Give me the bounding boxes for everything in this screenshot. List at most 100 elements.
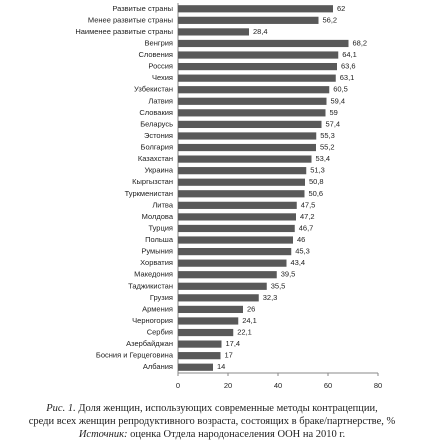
category-label: Казахстан xyxy=(138,154,173,163)
value-label: 59 xyxy=(330,108,338,117)
category-label: Кыргызстан xyxy=(132,177,173,186)
caption-line: среди всех женщин репродуктивного возрас… xyxy=(0,416,424,427)
category-label: Беларусь xyxy=(140,119,173,128)
value-label: 55,2 xyxy=(320,143,335,152)
category-label: Наименее развитые страны xyxy=(75,27,173,36)
caption-text: среди всех женщин репродуктивного возрас… xyxy=(28,416,396,427)
bar xyxy=(178,86,330,94)
value-label: 14 xyxy=(217,362,225,371)
value-label: 63,6 xyxy=(341,62,356,71)
category-label: Словения xyxy=(138,50,173,59)
bar xyxy=(178,51,339,59)
bar xyxy=(178,132,317,140)
bar xyxy=(178,28,249,36)
value-label: 55,3 xyxy=(320,131,335,140)
figure-label: Рис. 1. xyxy=(46,403,76,414)
bar xyxy=(178,120,322,129)
source-text: оценка Отдела народонаселения ООН на 201… xyxy=(130,429,346,440)
category-label: Эстония xyxy=(144,131,173,140)
category-label: Туркменистан xyxy=(125,189,173,198)
value-label: 62 xyxy=(337,4,345,13)
category-label: Развитые страны xyxy=(112,4,173,13)
category-label: Хорватия xyxy=(140,258,173,267)
bar xyxy=(178,178,305,186)
category-label: Молдова xyxy=(142,212,174,221)
category-label: Таджикистан xyxy=(128,281,173,290)
value-label: 57,4 xyxy=(326,119,341,128)
category-label: Турция xyxy=(148,223,173,232)
value-label: 51,3 xyxy=(310,166,325,175)
bar xyxy=(178,328,234,337)
caption-line: Рис. 1. Доля женщин, использующих соврем… xyxy=(0,403,424,414)
category-label: Армения xyxy=(142,304,173,313)
value-label: 64,1 xyxy=(342,50,357,59)
value-label: 45,3 xyxy=(295,247,310,256)
source-label: Источник: xyxy=(78,429,128,440)
category-label: Сербия xyxy=(147,328,173,337)
bar xyxy=(178,5,333,13)
bar xyxy=(178,259,287,267)
bar xyxy=(178,305,243,314)
bar xyxy=(178,340,222,348)
category-label: Латвия xyxy=(148,96,173,105)
x-tick-label: 80 xyxy=(374,381,382,390)
category-label: Украина xyxy=(144,166,173,175)
category-label: Румыния xyxy=(141,247,173,256)
category-label: Венгрия xyxy=(145,38,173,47)
bar xyxy=(178,155,312,163)
category-label: Польша xyxy=(145,235,174,244)
x-tick-label: 0 xyxy=(176,381,180,390)
bar xyxy=(178,39,349,48)
value-label: 43,4 xyxy=(291,258,306,267)
bar xyxy=(178,294,259,302)
value-label: 56,2 xyxy=(323,15,338,24)
x-tick-label: 20 xyxy=(224,381,232,390)
bar xyxy=(178,213,296,221)
x-tick-label: 60 xyxy=(324,381,332,390)
category-label: Россия xyxy=(148,62,173,71)
value-label: 47,5 xyxy=(301,200,316,209)
bar xyxy=(178,236,293,244)
chart: 0 20 40 60 80 Развитые страны 62 Менее развитые… xyxy=(75,3,382,390)
bar xyxy=(178,190,305,198)
value-label: 22,1 xyxy=(237,328,252,337)
value-label: 53,4 xyxy=(316,154,331,163)
category-label: Грузия xyxy=(150,293,173,302)
category-label: Азербайджан xyxy=(126,339,173,348)
bar xyxy=(178,363,213,371)
category-label: Босния и Герцеговина xyxy=(96,351,174,360)
category-label: Македония xyxy=(134,270,173,279)
bar xyxy=(178,143,316,152)
value-label: 60,5 xyxy=(333,85,348,94)
value-label: 50,8 xyxy=(309,177,324,186)
category-label: Менее развитые страны xyxy=(88,15,173,24)
bar xyxy=(178,201,297,209)
value-label: 24,1 xyxy=(242,316,257,325)
bar xyxy=(178,352,221,360)
value-label: 47,2 xyxy=(300,212,315,221)
value-label: 32,3 xyxy=(263,293,278,302)
category-label: Болгария xyxy=(141,143,173,152)
bar xyxy=(178,97,327,105)
bar xyxy=(178,16,319,24)
value-label: 17 xyxy=(225,351,233,360)
category-label: Словакия xyxy=(139,108,173,117)
bar xyxy=(178,109,326,117)
bar xyxy=(178,271,277,279)
value-label: 28,4 xyxy=(253,27,268,36)
value-label: 35,5 xyxy=(271,281,286,290)
value-label: 50,6 xyxy=(309,189,324,198)
caption-text: Доля женщин, использующих современные ме… xyxy=(78,403,378,414)
category-label: Узбекистан xyxy=(134,85,173,94)
x-tick-label: 40 xyxy=(274,381,282,390)
value-label: 26 xyxy=(247,304,255,313)
value-label: 46,7 xyxy=(299,223,314,232)
category-label: Албания xyxy=(143,362,173,371)
bar xyxy=(178,247,292,256)
bar xyxy=(178,224,295,233)
value-label: 17,4 xyxy=(226,339,241,348)
bar xyxy=(178,74,336,82)
value-label: 68,2 xyxy=(353,38,368,47)
value-label: 63,1 xyxy=(340,73,355,82)
value-label: 46 xyxy=(297,235,305,244)
